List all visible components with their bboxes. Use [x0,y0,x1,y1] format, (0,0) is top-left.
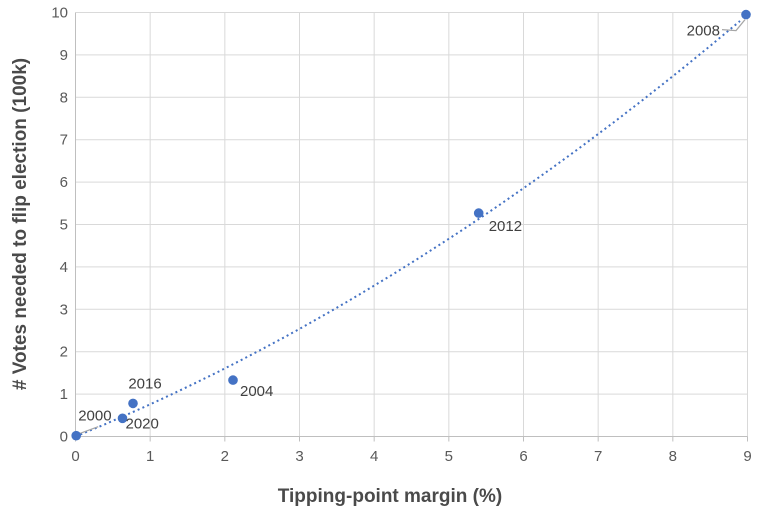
data-point-2004 [228,375,238,385]
gridlines [75,12,748,437]
x-tick-label: 6 [519,448,527,465]
data-point-2000 [71,430,81,441]
y-tick-label: 1 [60,386,68,403]
tick-labels: 0 1 2 3 4 5 6 7 8 9 0 1 2 3 4 5 6 7 8 9 10 [51,5,751,466]
y-tick-label: 9 [60,47,68,64]
data-point-label-2012: 2012 [489,218,522,235]
y-axis-title: # Votes needed to flip election (100k) [10,57,31,391]
x-tick-label: 2 [221,448,229,465]
trendline-dotted [75,20,741,438]
data-point-2012 [473,208,484,218]
data-point-2016 [128,398,138,409]
x-tick-label: 9 [743,448,751,465]
data-point-2008 [741,9,751,20]
data-point-label-2000: 2000 [78,408,111,425]
y-tick-label: 4 [60,259,68,276]
x-tick-label: 0 [71,448,79,465]
x-tick-label: 5 [445,448,453,465]
x-tick-label: 3 [295,448,303,465]
y-tick-label: 5 [60,217,68,234]
y-tick-label: 3 [60,301,68,318]
y-tick-label: 2 [60,344,68,361]
data-point-2020 [117,413,128,424]
y-tick-label: 7 [60,132,68,149]
x-tick-label: 1 [146,448,154,465]
data-point-label-2004: 2004 [240,383,273,400]
x-tick-label: 4 [370,448,378,465]
y-tick-label: 6 [60,174,68,191]
y-tick-label: 8 [60,89,68,106]
x-tick-label: 8 [669,448,677,465]
data-point-label-2020: 2020 [126,415,159,432]
data-point-label-2016: 2016 [128,375,161,392]
label-leader-line [721,19,746,32]
y-tick-label: 10 [51,5,68,22]
axes [75,12,748,442]
data-point-label-2008: 2008 [687,23,720,40]
data-points [71,9,751,441]
x-tick-label: 7 [594,448,602,465]
leader-lines [78,19,746,435]
x-axis-title: Tipping-point margin (%) [277,486,503,507]
label-leader-line [78,426,99,435]
y-tick-label: 0 [60,429,68,446]
data-point-labels: 2000 2020 2016 2004 2012 2008 [78,23,720,433]
